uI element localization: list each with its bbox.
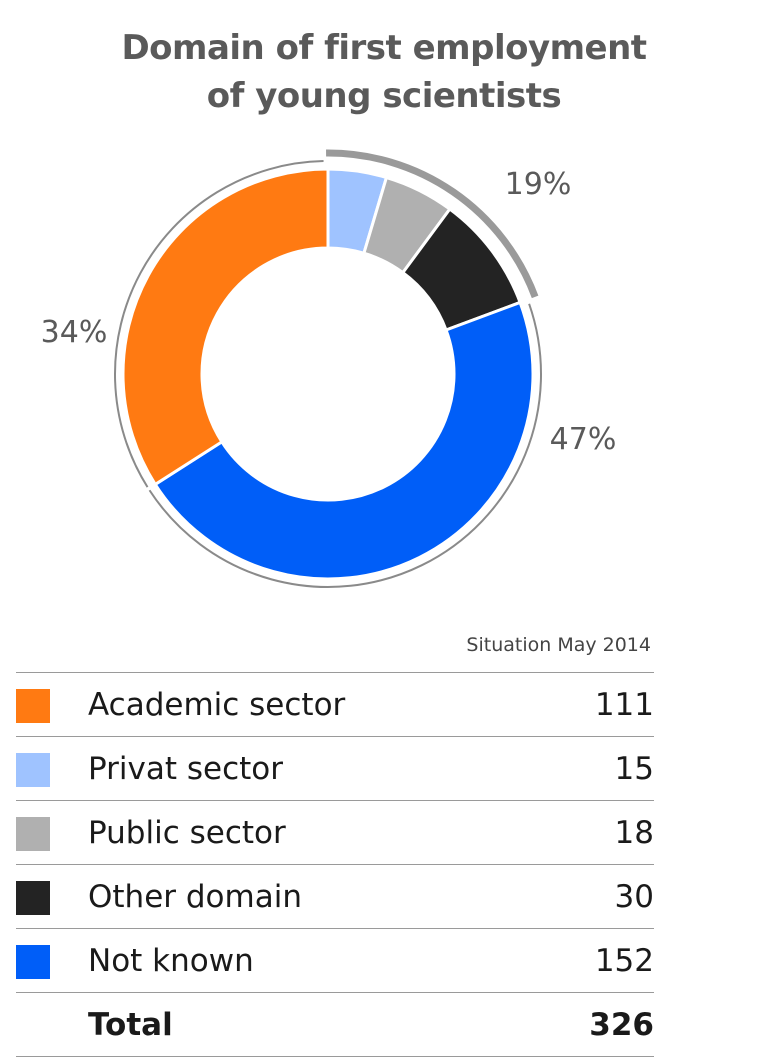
legend-label: Other domain [88,864,541,929]
group-arc-academic [114,160,324,488]
chart-title-line-2: of young scientists [206,76,562,116]
legend-swatch-academic [16,688,50,723]
legend-table: Academic sector 111 Privat sector 15 Pub… [16,672,654,1057]
legend-label: Academic sector [88,672,541,737]
legend-row: Not known 152 [16,928,654,993]
legend-total-row: Total 326 [16,992,654,1057]
donut-slice-academic-sector [121,167,330,487]
pct-label-other-groups: 19% [505,167,572,202]
total-label: Total [88,992,541,1057]
legend-row: Privat sector 15 [16,736,654,801]
situation-note: Situation May 2014 [466,634,651,656]
legend-swatch-other [16,880,50,915]
chart-title-line-1: Domain of first employment [121,28,647,68]
legend-row: Other domain 30 [16,864,654,929]
donut-slices [121,167,535,581]
legend-swatch-not-known [16,944,50,979]
donut-chart: 34% 19% 47% [41,149,617,588]
legend-row: Academic sector 111 [16,672,654,737]
chart-title: Domain of first employment of young scie… [0,24,768,120]
pct-label-not-known: 47% [550,422,617,457]
legend-value: 111 [540,672,654,737]
legend-value: 30 [540,864,654,929]
group-arc-other-19pct [326,149,539,299]
pct-label-academic: 34% [41,315,108,350]
outer-group-arcs [114,149,542,588]
legend-swatch-privat [16,752,50,787]
legend-label: Public sector [88,800,541,865]
legend-value: 152 [540,928,654,993]
total-value: 326 [540,992,654,1057]
legend-value: 15 [540,736,654,801]
legend-value: 18 [540,800,654,865]
group-arc-not-known [148,303,542,588]
legend-label: Not known [88,928,541,993]
legend-swatch-public [16,816,50,851]
legend-label: Privat sector [88,736,541,801]
donut-slice-not-known [153,300,535,581]
legend-row: Public sector 18 [16,800,654,865]
